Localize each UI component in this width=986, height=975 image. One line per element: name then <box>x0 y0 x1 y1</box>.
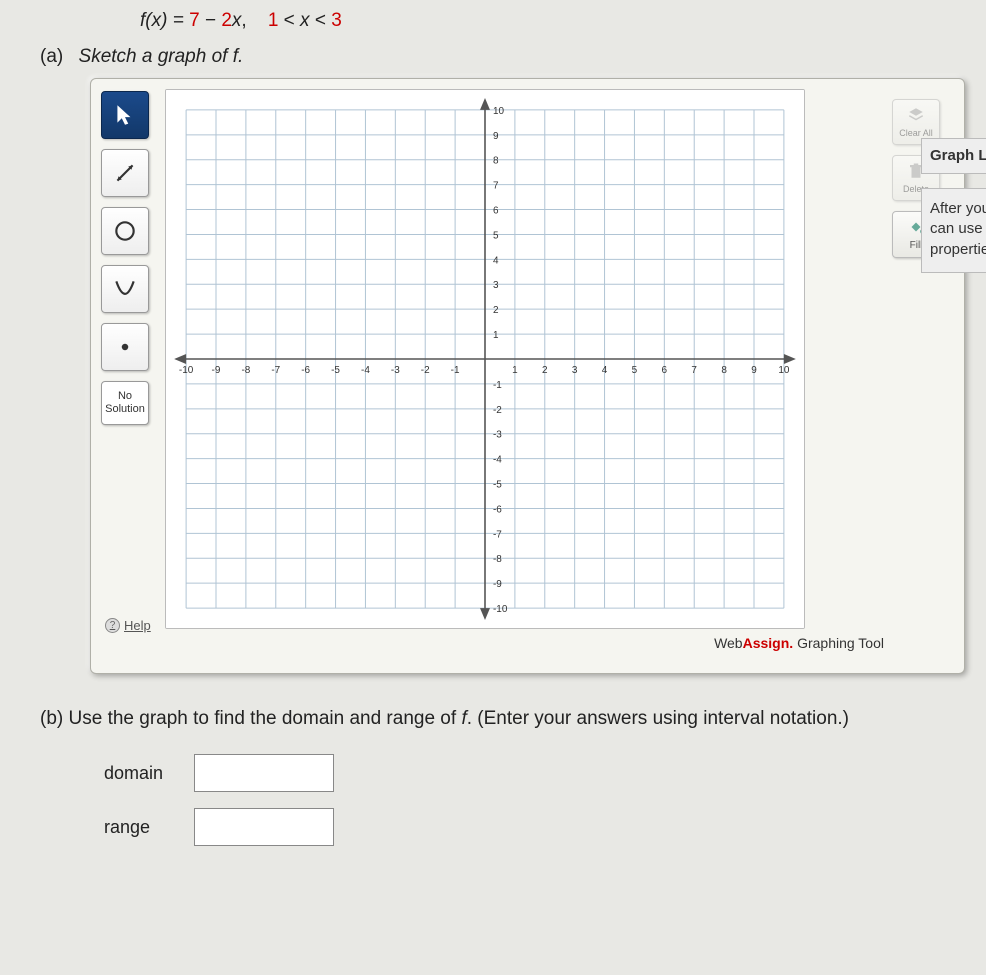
svg-text:-8: -8 <box>241 365 250 376</box>
svg-text:6: 6 <box>662 365 668 376</box>
svg-text:10: 10 <box>493 106 505 117</box>
svg-text:3: 3 <box>493 280 499 291</box>
svg-text:-10: -10 <box>179 365 194 376</box>
svg-text:-10: -10 <box>493 604 508 615</box>
svg-text:-8: -8 <box>493 554 502 565</box>
parabola-tool[interactable] <box>101 265 149 313</box>
svg-text:-9: -9 <box>493 579 502 590</box>
branding: WebAssign. Graphing Tool <box>101 629 954 651</box>
svg-text:-5: -5 <box>331 365 340 376</box>
tool-palette: No Solution <box>101 89 161 629</box>
svg-text:-5: -5 <box>493 480 502 491</box>
svg-text:-6: -6 <box>493 504 502 515</box>
svg-text:-4: -4 <box>361 365 370 376</box>
svg-text:7: 7 <box>493 181 499 192</box>
range-input[interactable] <box>194 808 334 846</box>
svg-text:6: 6 <box>493 206 499 217</box>
cursor-icon <box>112 102 138 128</box>
range-label: range <box>104 817 194 838</box>
svg-text:-1: -1 <box>493 380 502 391</box>
help-link[interactable]: ? Help <box>105 618 151 633</box>
svg-text:2: 2 <box>542 365 548 376</box>
part-b-prompt: (b) Use the graph to find the domain and… <box>40 708 986 730</box>
svg-text:4: 4 <box>493 255 499 266</box>
graphing-tool-panel: No Solution -10 -9 -8 -7 -6 -5 -4 -3 -2 -1 1 2 3 4 5 6 7… <box>90 78 965 674</box>
svg-text:-2: -2 <box>421 365 430 376</box>
no-solution-tool[interactable]: No Solution <box>101 381 149 425</box>
graph-layers-header: Graph Layer <box>921 138 986 174</box>
svg-text:2: 2 <box>493 305 499 316</box>
svg-text:8: 8 <box>493 156 499 167</box>
svg-text:8: 8 <box>721 365 727 376</box>
graph-layers-body: After you ad can use Gra properties. <box>921 188 986 273</box>
svg-text:7: 7 <box>691 365 697 376</box>
point-icon <box>112 334 138 360</box>
domain-label: domain <box>104 763 194 784</box>
select-tool[interactable] <box>101 91 149 139</box>
svg-text:1: 1 <box>493 330 499 341</box>
point-tool[interactable] <box>101 323 149 371</box>
svg-text:-9: -9 <box>212 365 221 376</box>
svg-text:1: 1 <box>512 365 518 376</box>
svg-text:-6: -6 <box>301 365 310 376</box>
svg-text:5: 5 <box>632 365 638 376</box>
svg-text:3: 3 <box>572 365 578 376</box>
layers-icon <box>907 106 925 124</box>
svg-text:9: 9 <box>751 365 757 376</box>
domain-input[interactable] <box>194 754 334 792</box>
line-tool[interactable] <box>101 149 149 197</box>
svg-text:-3: -3 <box>391 365 400 376</box>
help-icon: ? <box>105 618 120 633</box>
svg-text:5: 5 <box>493 230 499 241</box>
line-icon <box>112 160 138 186</box>
parabola-icon <box>112 276 138 302</box>
svg-text:9: 9 <box>493 131 499 142</box>
graph-canvas[interactable]: -10 -9 -8 -7 -6 -5 -4 -3 -2 -1 1 2 3 4 5 6 7 8 9 10 -10 -9 -8 -… <box>165 89 805 629</box>
svg-text:-2: -2 <box>493 405 502 416</box>
part-b: (b) Use the graph to find the domain and… <box>40 708 986 846</box>
part-a-prompt: (a) Sketch a graph of f. <box>40 46 986 68</box>
svg-text:-7: -7 <box>493 529 502 540</box>
circle-tool[interactable] <box>101 207 149 255</box>
svg-text:-4: -4 <box>493 455 502 466</box>
svg-text:-7: -7 <box>271 365 280 376</box>
circle-icon <box>112 218 138 244</box>
svg-text:10: 10 <box>778 365 790 376</box>
svg-text:4: 4 <box>602 365 608 376</box>
svg-text:-1: -1 <box>451 365 460 376</box>
svg-text:-3: -3 <box>493 430 502 441</box>
function-definition: f(x) = 7 − 2x, 1 < x < 3 <box>40 10 986 32</box>
